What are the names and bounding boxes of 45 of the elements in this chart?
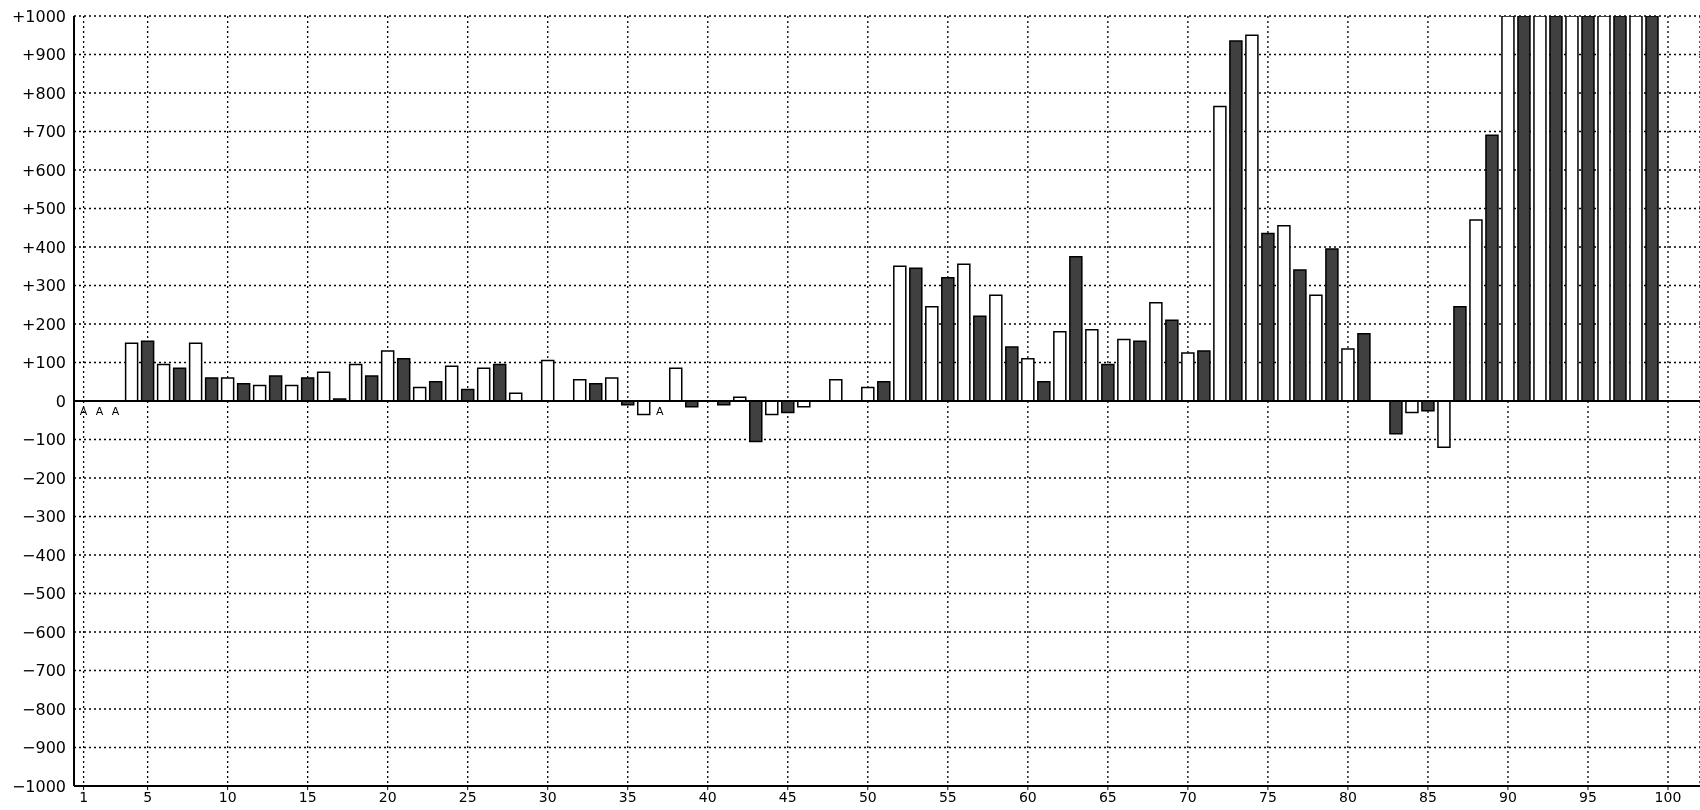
x-tick-label: 15 — [298, 788, 317, 805]
x-tick-label: 35 — [618, 788, 637, 805]
y-tick-label: −300 — [22, 507, 66, 527]
y-tick-label: +100 — [22, 353, 66, 373]
x-tick-label: 30 — [538, 788, 557, 805]
y-tick-label: +500 — [22, 199, 66, 219]
y-tick-label: −1000 — [11, 776, 66, 796]
y-tick-label: +800 — [22, 83, 66, 103]
x-tick-label: 60 — [1018, 788, 1037, 805]
x-tick-label: 70 — [1178, 788, 1197, 805]
y-tick-label: +900 — [22, 45, 66, 65]
x-tick-label: 100 — [1654, 788, 1682, 805]
x-tick-label: 20 — [378, 788, 397, 805]
y-tick-label: +300 — [22, 276, 66, 296]
y-tick-label: −800 — [22, 699, 66, 719]
y-tick-label: −200 — [22, 468, 66, 488]
y-tick-label: +400 — [22, 237, 66, 257]
y-tick-label: −100 — [22, 430, 66, 450]
x-tick-label: 25 — [458, 788, 477, 805]
x-tick-label: 10 — [218, 788, 237, 805]
data-label: A — [655, 405, 664, 418]
y-tick-label: −900 — [22, 738, 66, 758]
y-tick-label: −400 — [22, 545, 66, 565]
y-tick-label: −700 — [22, 661, 66, 681]
data-label: A — [95, 405, 104, 418]
y-tick-label: 0 — [55, 391, 66, 411]
x-tick-label: 40 — [698, 788, 717, 805]
y-tick-label: +1000 — [11, 6, 66, 26]
x-tick-label: 50 — [858, 788, 877, 805]
x-tick-label: 1 — [79, 788, 89, 805]
x-tick-label: 65 — [1098, 788, 1117, 805]
data-label: A — [111, 405, 120, 418]
y-tick-label: −600 — [22, 622, 66, 642]
y-tick-label: +700 — [22, 122, 66, 142]
x-tick-label: 85 — [1419, 788, 1437, 805]
y-tick-label: +200 — [22, 314, 66, 334]
y-tick-label: −500 — [22, 584, 66, 604]
y-tick-label: +600 — [22, 160, 66, 180]
x-tick-label: 75 — [1258, 788, 1277, 805]
x-tick-label: 80 — [1339, 788, 1357, 805]
x-tick-label: 95 — [1579, 788, 1597, 805]
x-tick-label: 45 — [778, 788, 797, 805]
x-tick-label: 90 — [1499, 788, 1517, 805]
x-tick-label: 5 — [143, 788, 153, 805]
x-tick-label: 55 — [938, 788, 957, 805]
